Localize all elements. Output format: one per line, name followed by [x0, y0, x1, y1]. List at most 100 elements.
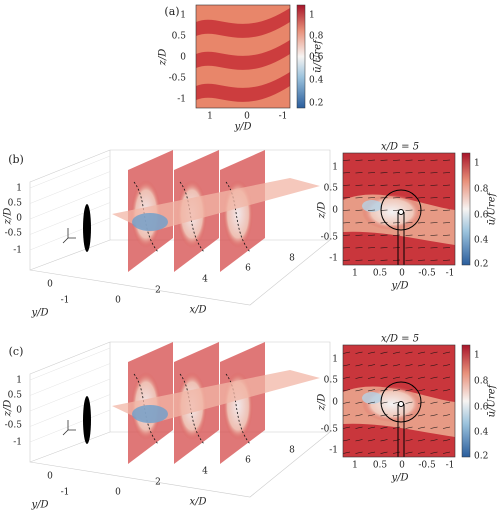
vector: [405, 376, 413, 379]
vector: [405, 184, 413, 186]
vector: [405, 209, 413, 211]
vector: [417, 234, 426, 236]
vector: [355, 451, 363, 454]
vector: [417, 259, 426, 261]
vector: [380, 234, 388, 236]
vector: [355, 197, 363, 199]
vector: [380, 389, 388, 392]
vector: [355, 439, 363, 442]
vector: [355, 247, 363, 249]
vector: [417, 364, 426, 367]
heatmap-frame: [195, 4, 291, 109]
x-tick-label: -1: [446, 269, 455, 279]
vector: [442, 209, 451, 211]
vector: [367, 197, 376, 199]
vector: [355, 389, 363, 392]
view-3d: [29, 341, 331, 498]
vector: [342, 197, 351, 199]
vector: [405, 364, 413, 367]
cylinder: [83, 396, 91, 444]
x-axis-label: y/D: [390, 281, 408, 292]
heatmap-stripe: [196, 8, 290, 38]
vector: [405, 159, 413, 161]
tower: [397, 404, 405, 457]
vector: [380, 401, 388, 404]
vector: [355, 172, 363, 174]
vector: [342, 209, 351, 211]
low-velocity: [132, 405, 168, 423]
y-tick-label: 0: [47, 472, 53, 482]
vector: [342, 159, 351, 161]
vector: [442, 184, 451, 186]
grid-line: [29, 202, 111, 235]
colorbar-label: ū/Uref: [487, 190, 498, 225]
y-axis-label: z/D: [317, 394, 328, 412]
y-tick-label: -1: [61, 296, 70, 306]
vector: [430, 184, 438, 186]
vector: [405, 259, 413, 261]
vector: [367, 414, 376, 417]
z-tick-label: -1: [13, 438, 22, 448]
vector: [380, 451, 388, 454]
x-tick-label: 1: [352, 461, 358, 471]
y-tick-label: -0.5: [321, 233, 339, 243]
vector: [442, 247, 451, 249]
vector: [342, 172, 351, 174]
panel-label: (b): [8, 153, 24, 166]
z-tick-label: 0: [16, 406, 22, 416]
x-axis-label: y/D: [233, 122, 251, 133]
vector: [342, 376, 351, 379]
vector: [392, 159, 401, 161]
rotor-outline: [380, 381, 422, 423]
hub: [398, 401, 404, 407]
colorbar-tick-label: 0.4: [474, 428, 489, 438]
vector: [367, 159, 376, 161]
z-tick-label: 0.5: [8, 199, 23, 209]
vector: [442, 172, 451, 174]
vector: [380, 159, 388, 161]
vector: [380, 364, 388, 367]
vector: [355, 401, 363, 404]
vector: [430, 401, 438, 404]
vector: [367, 172, 376, 174]
vector: [380, 184, 388, 186]
vector: [355, 259, 363, 261]
vector: [442, 234, 451, 236]
triad: [62, 420, 76, 436]
grid-line: [29, 347, 111, 381]
vector: [342, 351, 351, 354]
x-axis-label: y/D: [390, 473, 408, 484]
vector: [367, 389, 376, 392]
x-tick-label: 0: [399, 461, 405, 471]
grid-line: [29, 171, 111, 204]
vector: [392, 364, 401, 367]
colorbar-tick-label: 0.6: [474, 211, 489, 221]
vector: [405, 197, 413, 199]
vector: [405, 247, 413, 249]
grid-line: [29, 186, 111, 220]
vector: [392, 451, 401, 454]
vector: [430, 351, 438, 354]
vector: [417, 439, 426, 442]
vector: [342, 439, 351, 442]
vector: [405, 426, 413, 429]
x-tick-label: 1: [207, 112, 213, 122]
vector: [367, 259, 376, 261]
vector: [430, 234, 438, 236]
y-tick-label: -1: [177, 95, 186, 105]
vector: [342, 247, 351, 249]
colorbar-tick-label: 0.2: [474, 452, 488, 462]
vector: [405, 351, 413, 354]
vector: [380, 259, 388, 261]
x-tick-label: 1: [352, 269, 358, 279]
y-tick-label: 0.5: [324, 376, 339, 386]
tower: [397, 212, 405, 265]
vector: [442, 351, 451, 354]
y-axis-label: z/D: [317, 202, 328, 220]
vector: [355, 159, 363, 161]
y-tick-label: -0.5: [321, 425, 339, 435]
triad: [62, 228, 76, 244]
colorbar-tick-label: 0.2: [309, 99, 323, 109]
axes-box: [29, 149, 331, 306]
